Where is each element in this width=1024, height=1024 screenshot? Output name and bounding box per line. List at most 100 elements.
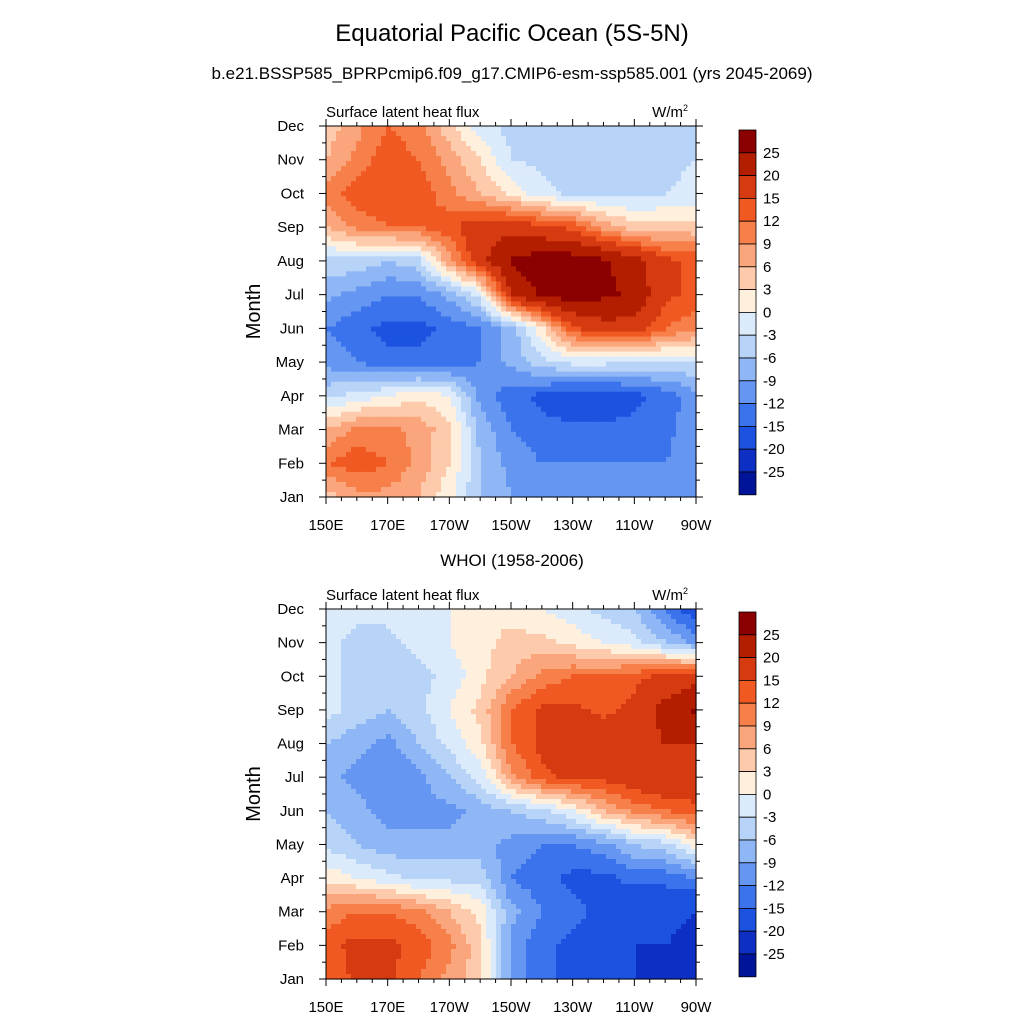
heatmap-cell <box>596 131 602 137</box>
heatmap-cell <box>361 391 367 398</box>
heatmap-cell <box>686 131 692 137</box>
heatmap-cell <box>646 271 652 277</box>
heatmap-cell <box>651 221 657 227</box>
heatmap-cell <box>406 241 412 247</box>
heatmap-cell <box>536 421 542 428</box>
heatmap-cell <box>446 326 452 333</box>
heatmap-cell <box>606 436 612 443</box>
heatmap-cell <box>551 206 557 212</box>
heatmap-cell <box>476 196 482 202</box>
heatmap-cell <box>421 421 427 428</box>
heatmap-cell <box>446 281 452 288</box>
heatmap-cell <box>646 196 652 202</box>
heatmap-cell <box>656 361 662 368</box>
heatmap-cell <box>336 231 342 237</box>
heatmap-cell <box>361 216 367 222</box>
heatmap-cell <box>481 436 487 443</box>
heatmap-cell <box>666 341 672 348</box>
heatmap-cell <box>461 131 467 137</box>
heatmap-cell <box>616 201 622 207</box>
heatmap-cell <box>691 181 697 187</box>
heatmap-cell <box>381 246 387 252</box>
heatmap-cell <box>491 361 497 368</box>
heatmap-cell <box>621 311 627 318</box>
heatmap-cell <box>486 196 492 202</box>
heatmap-cell <box>341 426 347 433</box>
heatmap-cell <box>486 211 492 217</box>
heatmap-cell <box>556 396 562 403</box>
heatmap-cell <box>591 391 597 398</box>
heatmap-cell <box>396 196 402 202</box>
heatmap-cell <box>461 451 467 458</box>
heatmap-cell <box>406 381 412 388</box>
heatmap-cell <box>441 401 447 408</box>
heatmap-cell <box>326 271 332 277</box>
heatmap-cell <box>616 441 622 448</box>
heatmap-cell <box>536 331 542 338</box>
heatmap-cell <box>356 196 362 202</box>
heatmap-cell <box>456 386 462 393</box>
heatmap-cell <box>351 256 357 262</box>
heatmap-cell <box>411 356 417 363</box>
heatmap-cell <box>636 216 642 222</box>
heatmap-cell <box>466 156 472 162</box>
heatmap-cell <box>391 216 397 222</box>
heatmap-cell <box>631 446 637 453</box>
heatmap-cell <box>416 291 422 298</box>
heatmap-cell <box>686 446 692 453</box>
heatmap-cell <box>611 141 617 147</box>
heatmap-cell <box>461 381 467 388</box>
heatmap-cell <box>536 291 542 298</box>
heatmap-cell <box>651 321 657 328</box>
heatmap-cell <box>401 186 407 192</box>
heatmap-cell <box>446 341 452 348</box>
heatmap-cell <box>671 126 677 132</box>
heatmap-cell <box>476 446 482 453</box>
heatmap-cell <box>441 441 447 448</box>
heatmap-cell <box>681 361 687 368</box>
heatmap-cell <box>601 341 607 348</box>
heatmap-cell <box>441 436 447 443</box>
heatmap-cell <box>426 416 432 423</box>
heatmap-cell <box>661 326 667 333</box>
heatmap-cell <box>496 411 502 418</box>
heatmap-cell <box>651 426 657 433</box>
heatmap-cell <box>551 371 557 378</box>
heatmap-cell <box>636 196 642 202</box>
heatmap-cell <box>676 441 682 448</box>
heatmap-cell <box>531 216 537 222</box>
heatmap-cell <box>586 301 592 308</box>
heatmap-cell <box>596 321 602 328</box>
heatmap-cell <box>481 316 487 323</box>
heatmap-cell <box>481 276 487 283</box>
heatmap-cell <box>586 271 592 277</box>
heatmap-cell <box>361 151 367 157</box>
heatmap-cell <box>671 216 677 222</box>
heatmap-cell <box>401 206 407 212</box>
heatmap-cell <box>681 241 687 247</box>
heatmap-cell <box>341 216 347 222</box>
heatmap-cell <box>466 356 472 363</box>
heatmap-cell <box>601 301 607 308</box>
heatmap-cell <box>581 261 587 267</box>
heatmap-cell <box>641 176 647 182</box>
heatmap-cell <box>656 221 662 227</box>
heatmap-cell <box>461 241 467 247</box>
heatmap-cell <box>651 186 657 192</box>
heatmap-cell <box>561 301 567 308</box>
heatmap-cell <box>686 186 692 192</box>
heatmap-cell <box>431 206 437 212</box>
heatmap-cell <box>521 256 527 262</box>
heatmap-cell <box>636 236 642 242</box>
heatmap-cell <box>436 426 442 433</box>
heatmap-cell <box>571 456 577 463</box>
heatmap-cell <box>376 256 382 262</box>
heatmap-cell <box>566 236 572 242</box>
heatmap-cell <box>326 316 332 323</box>
heatmap-cell <box>521 146 527 152</box>
heatmap-cell <box>376 306 382 313</box>
heatmap-cell <box>356 436 362 443</box>
heatmap-cell <box>431 366 437 373</box>
heatmap-cell <box>681 316 687 323</box>
heatmap-cell <box>686 181 692 187</box>
